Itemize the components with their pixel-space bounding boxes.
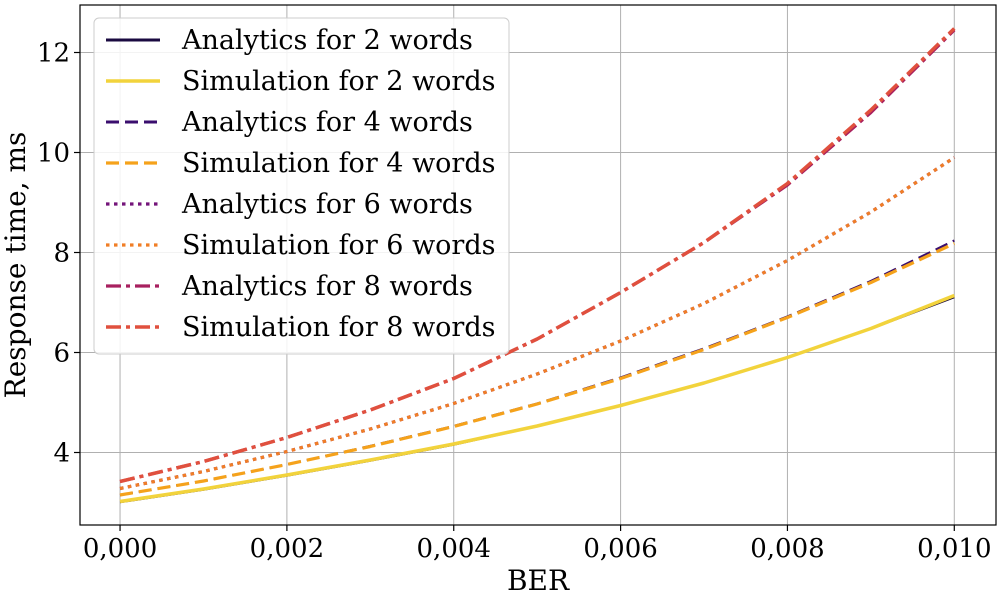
y-tick-label: 4	[53, 439, 70, 469]
series-line-6	[119, 156, 956, 491]
legend-label: Simulation for 2 words	[182, 66, 495, 97]
x-tick-label: 0,002	[250, 534, 324, 564]
legend-label: Analytics for 8 words	[181, 271, 473, 302]
legend: Analytics for 2 words Simulation for 2 wo…	[93, 17, 510, 355]
y-tick-label: 8	[53, 239, 70, 269]
series-lines	[119, 27, 956, 504]
x-tick-label: 0,008	[750, 534, 824, 564]
y-axis-label: Response time, ms	[0, 132, 32, 399]
legend-label: Analytics for 4 words	[181, 107, 473, 138]
plot-frame	[79, 4, 997, 526]
series-line-4	[119, 242, 955, 497]
y-tick-label: 12	[37, 39, 70, 69]
x-tick-label: 0,010	[917, 534, 991, 564]
legend-label: Simulation for 6 words	[182, 230, 495, 261]
x-axis-label: BER	[507, 564, 570, 597]
x-tick-label: 0,004	[417, 534, 491, 564]
y-tick-label: 6	[53, 339, 70, 369]
legend-box	[93, 17, 510, 355]
series-line-8	[119, 27, 956, 484]
series-line-2	[119, 293, 955, 504]
legend-label: Simulation for 8 words	[182, 312, 495, 343]
ticks: 0,000 0,002 0,004 0,006 0,008 0,010 4 6 8 10 12	[37, 39, 992, 565]
legend-label: Simulation for 4 words	[182, 148, 495, 179]
x-tick-label: 0,000	[83, 534, 157, 564]
x-tick-label: 0,006	[583, 534, 657, 564]
legend-label: Analytics for 2 words	[181, 25, 473, 56]
legend-label: Analytics for 6 words	[181, 189, 473, 220]
y-tick-label: 10	[37, 139, 70, 169]
